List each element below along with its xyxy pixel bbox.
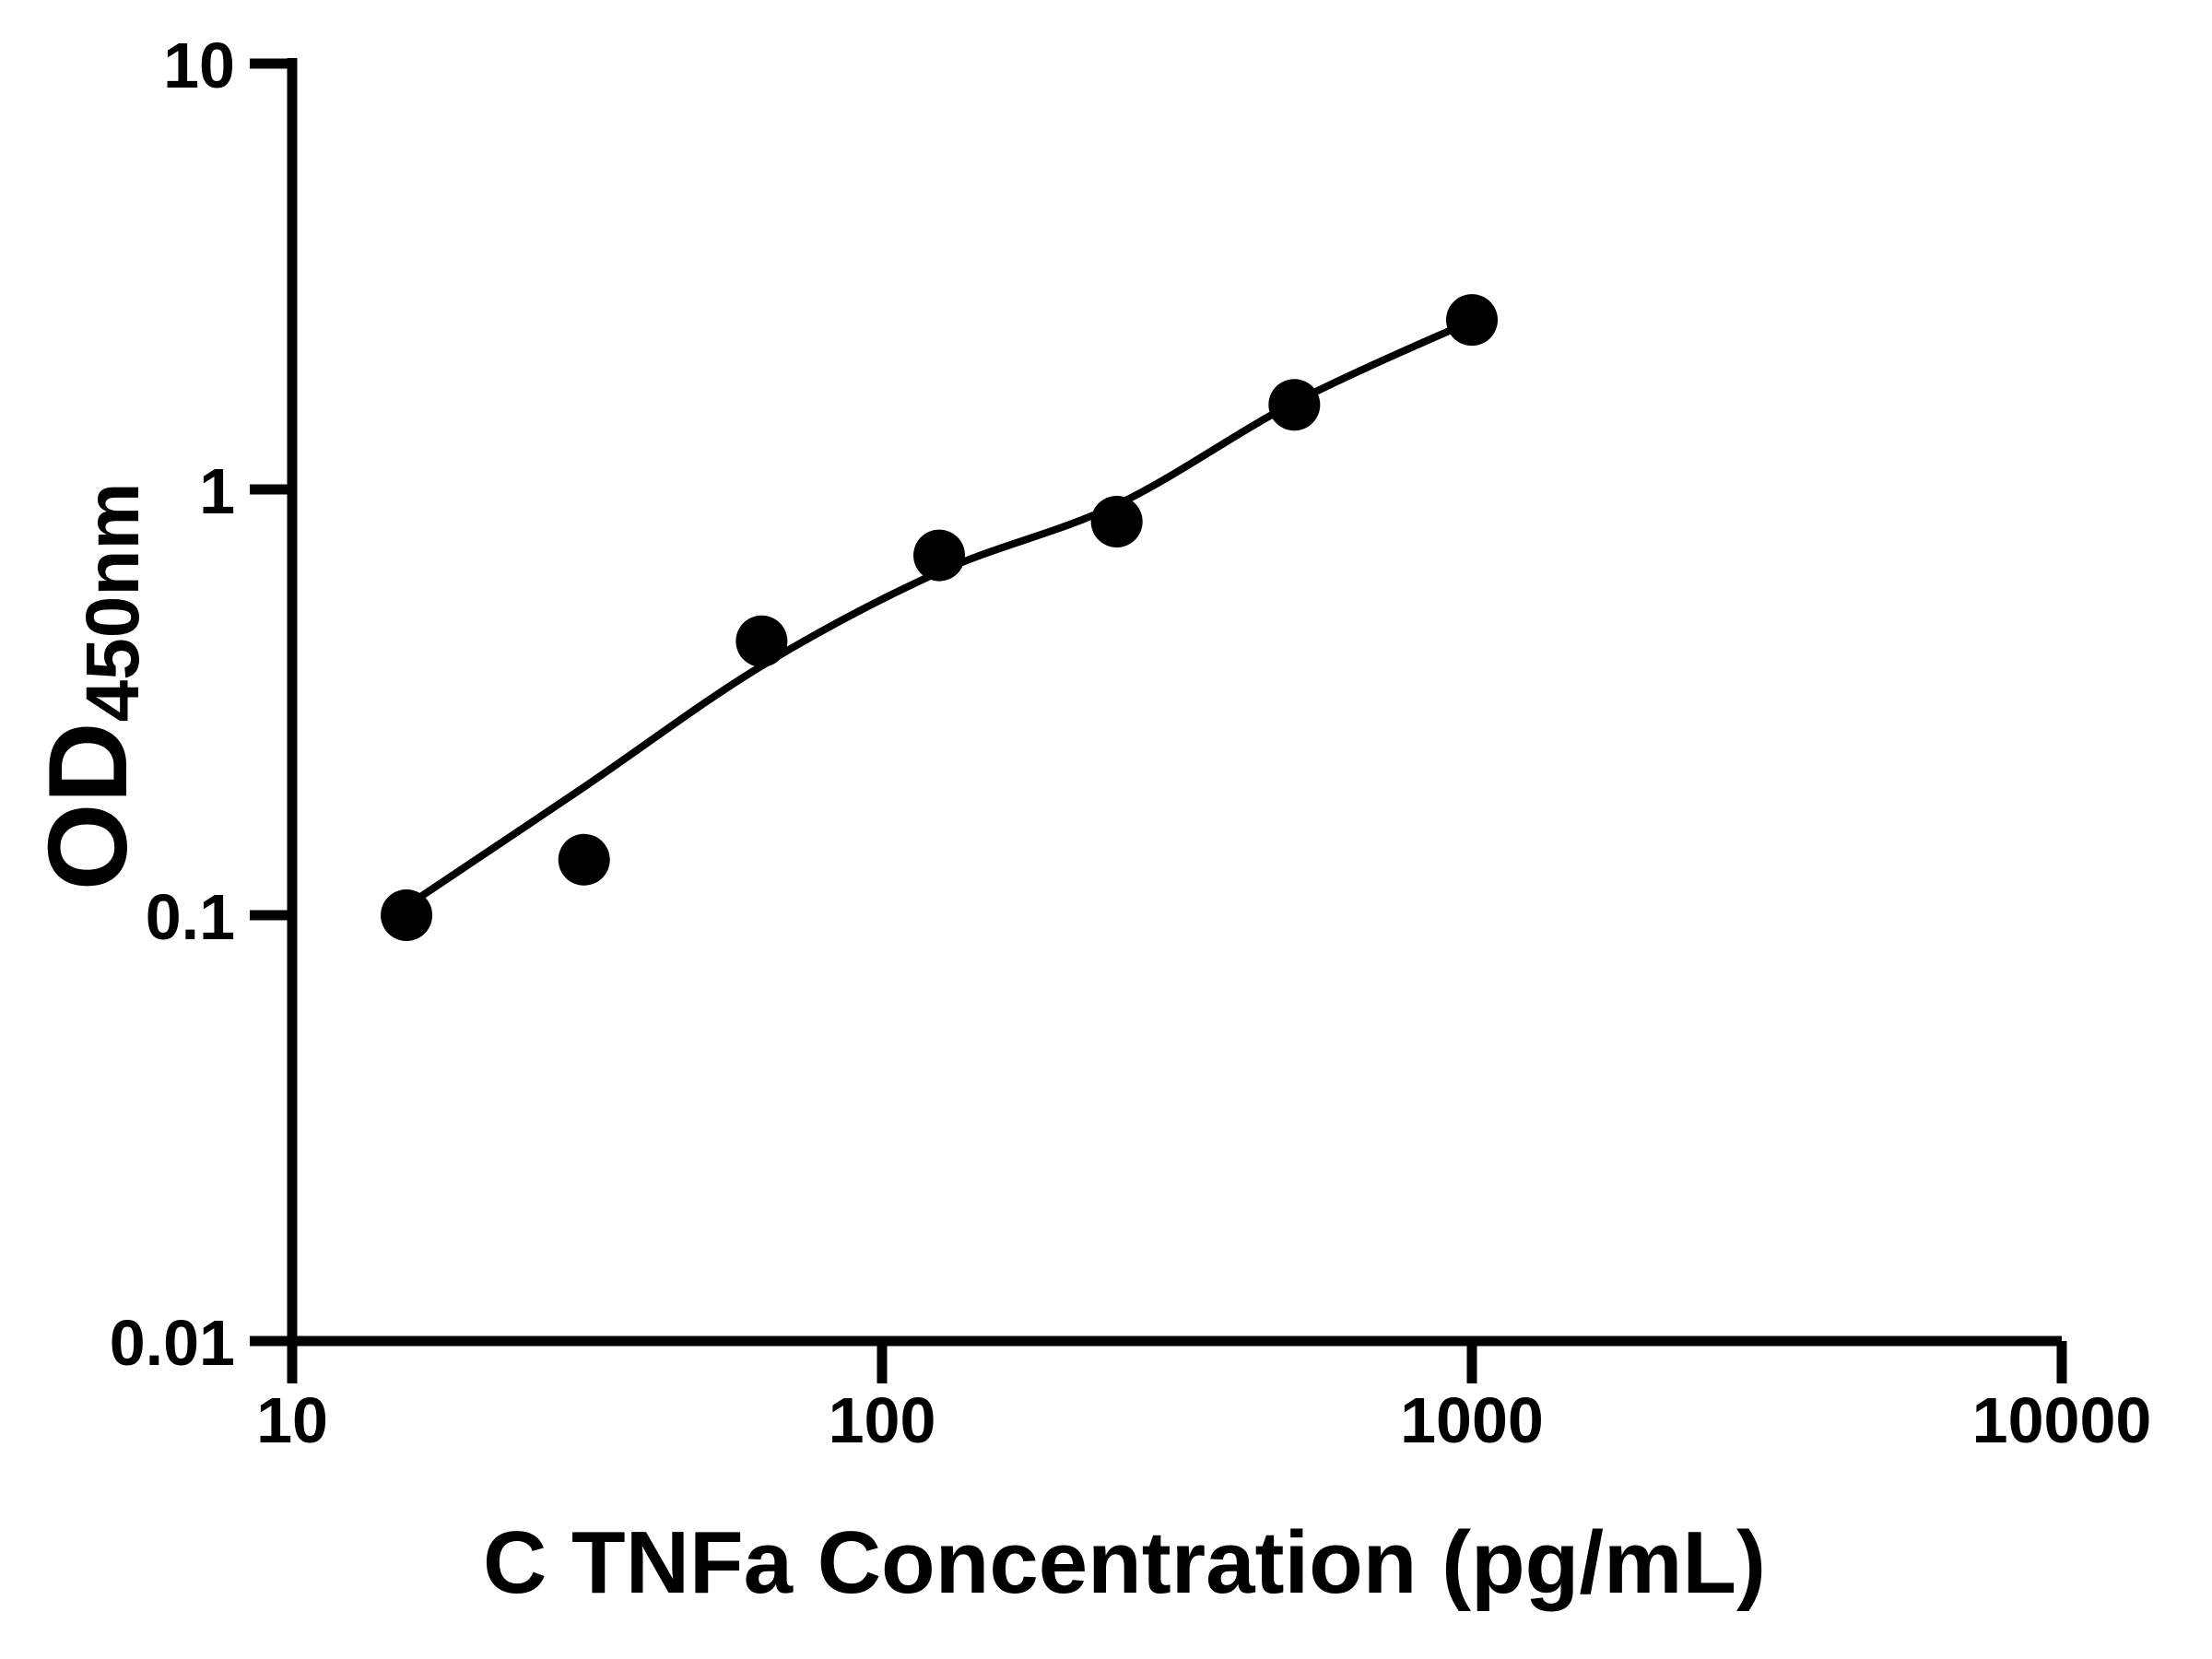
y-axis-title-sub: 450nm xyxy=(71,482,156,723)
x-axis-tick-label: 10000 xyxy=(1972,1384,2152,1456)
axis-spine xyxy=(287,58,2062,1347)
y-axis-title: OD450nm xyxy=(23,272,156,1101)
x-axis-tick-label: 100 xyxy=(829,1384,936,1456)
data-point xyxy=(381,889,433,941)
data-point xyxy=(735,615,788,667)
data-point xyxy=(913,529,966,582)
x-axis-tick-label: 1000 xyxy=(1400,1384,1544,1456)
y-axis-tick-label: 10 xyxy=(163,29,235,101)
y-axis-title-main: OD xyxy=(25,722,150,891)
x-axis-title: C TNFa Concentration (pg/mL) xyxy=(483,1513,1766,1612)
x-axis-tick-label: 10 xyxy=(256,1384,328,1456)
data-point xyxy=(1268,379,1321,431)
y-axis-tick-label: 1 xyxy=(199,455,235,527)
y-axis-tick-label: 0.1 xyxy=(146,881,235,953)
data-point xyxy=(558,833,610,886)
y-axis-tick-label: 0.01 xyxy=(110,1307,235,1379)
data-point xyxy=(1446,294,1498,347)
data-point xyxy=(1090,495,1143,547)
